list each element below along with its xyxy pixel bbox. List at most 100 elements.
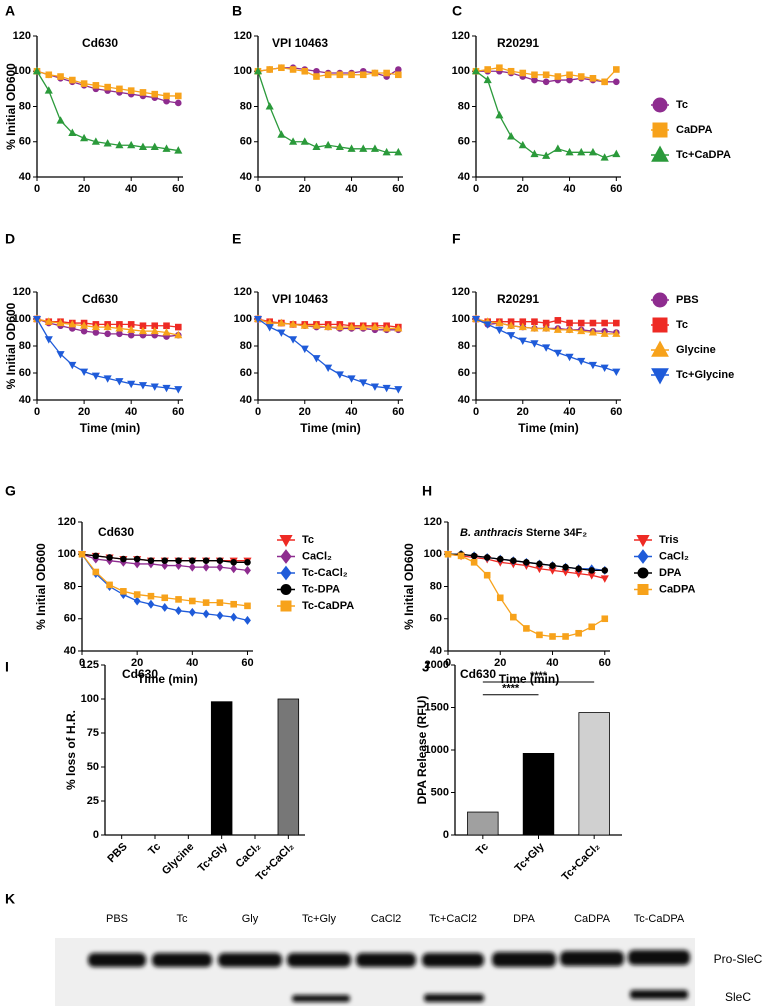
y-tick-label: 80 <box>19 340 31 352</box>
marker <box>265 102 274 110</box>
y-tick-label: 40 <box>240 394 252 406</box>
marker <box>651 340 669 357</box>
x-tick-label: Glycine <box>160 841 197 878</box>
marker <box>588 361 597 370</box>
y-tick-label: 100 <box>452 65 470 77</box>
y-tick-label: 100 <box>81 693 99 705</box>
marker <box>507 332 516 340</box>
marker <box>115 324 124 332</box>
marker <box>150 383 159 391</box>
y-tick-label: 60 <box>19 136 31 148</box>
x-tick-label: 40 <box>563 183 575 195</box>
y-tick-label: 80 <box>458 100 470 112</box>
marker <box>577 147 586 156</box>
x-tick-label: 0 <box>79 657 85 669</box>
chart-title: VPI 10463 <box>272 36 328 50</box>
lane-label: Tc+CaCl2 <box>429 913 477 925</box>
x-tick-label: 20 <box>131 657 143 669</box>
marker <box>652 97 668 113</box>
marker <box>32 66 42 75</box>
y-tick-label: 100 <box>234 313 252 325</box>
marker <box>104 83 111 91</box>
marker <box>536 631 543 639</box>
x-tick-label: Tc <box>474 841 491 858</box>
marker <box>370 383 379 391</box>
y-axis-label: % Initial OD600 <box>402 543 416 630</box>
marker <box>103 375 112 383</box>
marker <box>45 71 53 79</box>
marker <box>216 599 224 606</box>
chart-title: R20291 <box>497 292 539 306</box>
title-species: B. anthracis <box>460 527 523 539</box>
marker <box>530 149 539 158</box>
y-tick-label: 0 <box>443 829 449 841</box>
y-tick-label: 40 <box>19 394 31 406</box>
marker <box>133 596 141 606</box>
x-tick-label: 60 <box>172 183 184 195</box>
marker <box>120 555 127 563</box>
marker <box>80 327 88 335</box>
panel-letter: J <box>422 659 430 675</box>
marker <box>80 321 89 329</box>
marker <box>216 562 224 572</box>
marker <box>133 591 141 598</box>
x-tick-label: Tc+Gly <box>196 840 231 875</box>
y-tick-label: 40 <box>19 171 31 183</box>
marker <box>230 600 237 608</box>
marker <box>395 66 402 73</box>
marker <box>202 599 210 606</box>
marker <box>335 142 344 151</box>
marker <box>289 336 298 344</box>
marker <box>91 322 100 331</box>
x-tick-label: 40 <box>345 183 357 195</box>
marker <box>44 317 53 325</box>
x-axis-label: Time (min) <box>499 672 559 686</box>
marker <box>69 76 76 84</box>
marker <box>554 73 562 80</box>
marker <box>300 321 309 329</box>
marker <box>530 340 539 348</box>
marker <box>127 140 136 149</box>
marker <box>600 364 609 373</box>
marker <box>324 71 332 79</box>
marker <box>324 364 333 373</box>
series-line <box>36 70 179 152</box>
marker <box>324 140 333 149</box>
marker <box>335 322 344 331</box>
marker <box>370 322 379 331</box>
marker <box>523 559 530 566</box>
marker <box>549 562 556 569</box>
marker <box>495 326 504 335</box>
y-tick-label: 75 <box>87 727 99 739</box>
marker <box>394 324 403 332</box>
marker <box>280 584 292 595</box>
lane-label: Tc-CaDPA <box>634 913 685 925</box>
marker <box>588 328 597 336</box>
x-tick-label: PBS <box>105 841 129 865</box>
x-tick-label: 0 <box>255 406 261 418</box>
x-tick-label: 20 <box>517 183 529 195</box>
marker <box>289 66 297 73</box>
legend-label: Tc <box>676 99 688 111</box>
y-tick-label: 25 <box>87 795 99 807</box>
marker <box>359 379 368 387</box>
marker <box>68 319 77 328</box>
marker <box>313 67 320 75</box>
marker <box>359 144 368 152</box>
marker <box>92 552 100 560</box>
legend-label: Tc+Glycine <box>676 369 734 381</box>
marker <box>600 575 609 583</box>
chart-title: VPI 10463 <box>272 292 328 306</box>
lane-label: CaCl2 <box>371 913 402 925</box>
y-axis-label: % Initial OD600 <box>4 63 18 150</box>
marker <box>163 322 170 330</box>
y-tick-label: 60 <box>19 367 31 379</box>
x-tick-label: 0 <box>473 183 479 195</box>
marker <box>312 321 321 329</box>
marker <box>189 597 196 605</box>
marker <box>280 549 292 564</box>
marker <box>80 133 89 142</box>
marker <box>106 554 113 561</box>
marker <box>244 615 251 625</box>
